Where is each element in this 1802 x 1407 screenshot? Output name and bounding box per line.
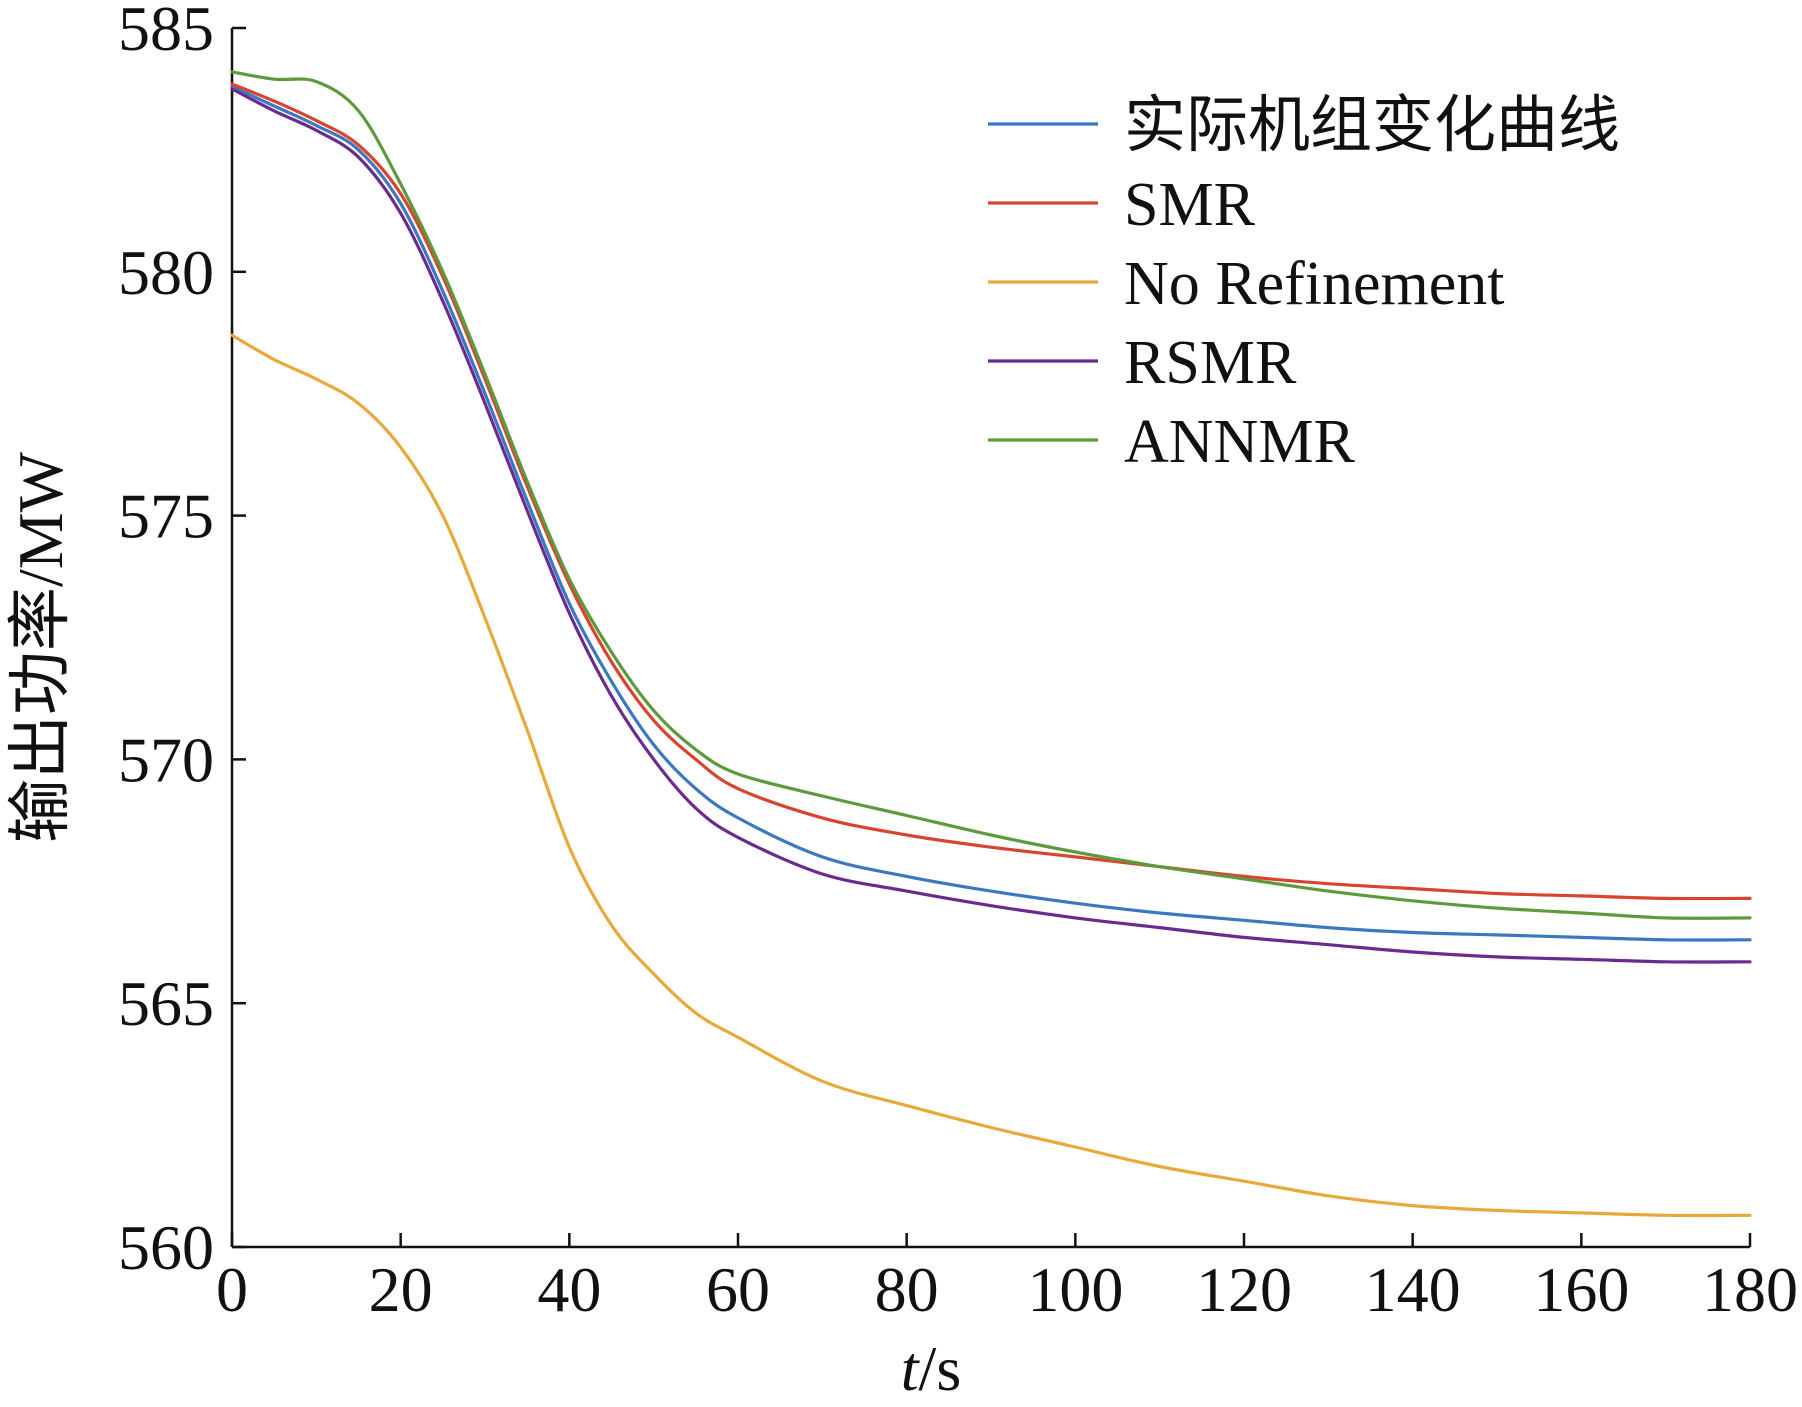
x-tick-label: 0 (216, 1254, 248, 1325)
series-line-2 (230, 333, 1752, 1218)
y-tick-label: 580 (118, 237, 214, 308)
legend-entry-label: RSMR (1124, 329, 1297, 397)
x-tick-label: 160 (1533, 1254, 1629, 1325)
legend-entry-label: No Refinement (1124, 250, 1505, 318)
x-axis-title: t/s (901, 1333, 961, 1404)
x-tick-label: 100 (1027, 1254, 1123, 1325)
y-axis-title: 输出功率/MW (5, 451, 76, 843)
x-axis-title-italic: t (901, 1333, 921, 1404)
y-tick-label: 565 (118, 968, 214, 1039)
x-axis-title-rest: /s (919, 1333, 962, 1404)
legend-entry-label: SMR (1124, 171, 1256, 239)
x-tick-label: 180 (1702, 1254, 1798, 1325)
x-tick-label: 40 (537, 1254, 601, 1325)
legend-entry-label: 实际机组变化曲线 (1124, 92, 1620, 160)
y-tick-label: 585 (118, 0, 214, 64)
x-tick-label: 120 (1196, 1254, 1292, 1325)
x-tick-label: 140 (1365, 1254, 1461, 1325)
axes: 0 20 40 60 80 100 120 140 160 180 560 565 570 575 580 5… (118, 0, 1798, 1325)
series-lines (230, 70, 1752, 1218)
series-line-3 (230, 87, 1752, 964)
series-line-0 (230, 84, 1752, 942)
series-line-4 (230, 70, 1752, 920)
y-tick-label: 560 (118, 1212, 214, 1283)
y-tick-label: 575 (118, 481, 214, 552)
y-tick-label: 570 (118, 724, 214, 795)
x-tick-label: 80 (875, 1254, 939, 1325)
x-tick-label: 60 (706, 1254, 770, 1325)
legend-entry-label: ANNMR (1124, 408, 1355, 476)
legend: 实际机组变化曲线 SMR No Refinement RSMR ANNMR (988, 92, 1620, 476)
x-tick-label: 20 (369, 1254, 433, 1325)
series-line-1 (230, 82, 1752, 901)
